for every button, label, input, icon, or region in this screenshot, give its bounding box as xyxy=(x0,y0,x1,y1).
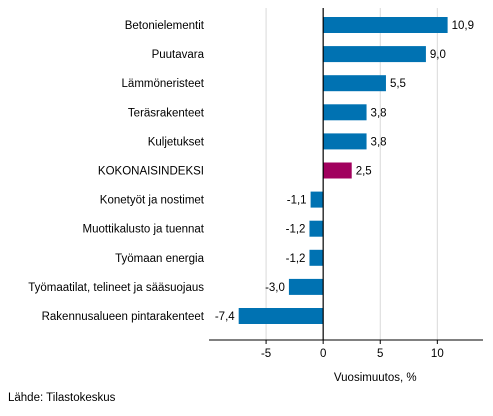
category-label: Muottikalusto ja tuennat xyxy=(83,224,205,236)
category-label: Teräsrakenteet xyxy=(128,107,205,119)
x-axis-label: Vuosimuutos, % xyxy=(334,372,417,384)
category-label: Työmaan energia xyxy=(115,253,204,265)
x-tick-label: 5 xyxy=(377,348,383,360)
data-label: -3,0 xyxy=(265,282,285,294)
bar xyxy=(323,46,426,62)
source-note: Lähde: Tilastokeskus xyxy=(8,392,115,404)
category-label: KOKONAISINDEKSI xyxy=(98,166,204,178)
x-tick-label: 10 xyxy=(431,348,444,360)
data-label: -1,1 xyxy=(287,195,307,207)
data-label: 3,8 xyxy=(371,136,387,148)
x-tick-label: -5 xyxy=(261,348,271,360)
category-label: Betonielementit xyxy=(125,20,205,32)
x-tick-label: 0 xyxy=(320,348,326,360)
bar xyxy=(323,133,366,149)
data-label: 9,0 xyxy=(430,49,446,61)
bar xyxy=(309,250,323,266)
x-tick-labels: -5 0 5 10 xyxy=(261,340,444,360)
bar xyxy=(239,308,323,324)
bar xyxy=(323,75,386,91)
data-label: 10,9 xyxy=(452,20,474,32)
data-label: 2,5 xyxy=(356,166,372,178)
bar xyxy=(323,104,366,120)
bar xyxy=(289,279,323,295)
category-label: Konetyöt ja nostimet xyxy=(100,195,205,207)
category-label: Työmaatilat, telineet ja sääsuojaus xyxy=(28,282,204,294)
data-label: -1,2 xyxy=(286,224,306,236)
bar xyxy=(311,192,324,208)
category-labels: Betonielementit Puutavara Lämmöneristeet Te… xyxy=(28,20,205,323)
bar xyxy=(323,17,447,33)
bar xyxy=(309,221,323,237)
data-label: -7,4 xyxy=(215,311,235,323)
data-label: -1,2 xyxy=(286,253,306,265)
category-label: Rakennusalueen pintarakenteet xyxy=(42,311,205,323)
bars xyxy=(239,17,448,324)
data-label: 3,8 xyxy=(371,107,387,119)
category-label: Kuljetukset xyxy=(148,136,205,148)
data-label: 5,5 xyxy=(390,78,406,90)
category-label: Lämmöneristeet xyxy=(122,78,205,90)
bar xyxy=(323,163,352,179)
category-label: Puutavara xyxy=(152,49,205,61)
